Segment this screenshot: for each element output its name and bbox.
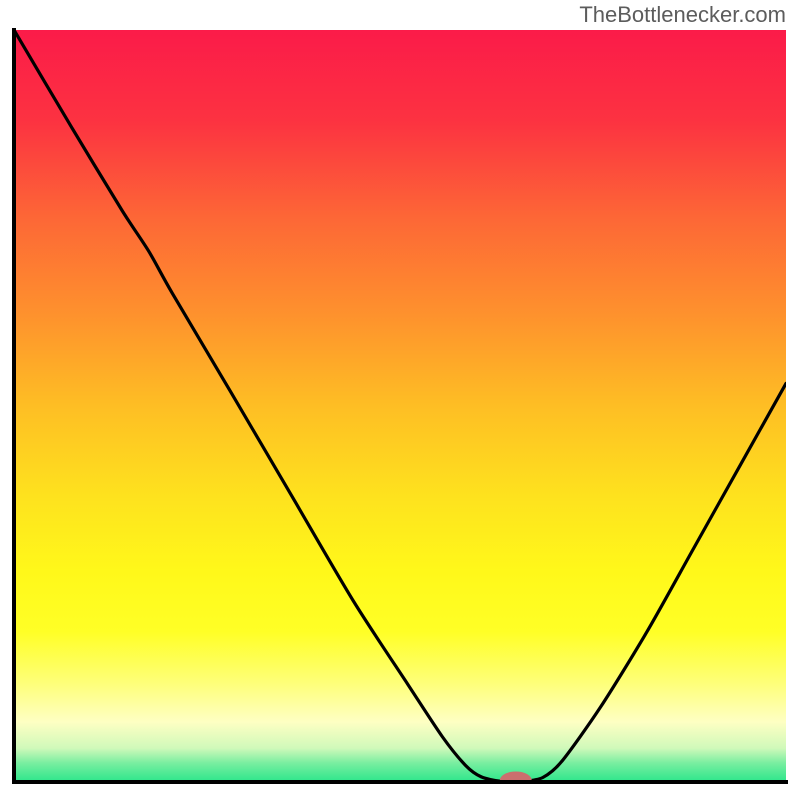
- chart-container: TheBottlenecker.com: [0, 0, 800, 800]
- plot-background-gradient: [14, 30, 786, 782]
- watermark-text: TheBottlenecker.com: [579, 2, 786, 28]
- bottleneck-curve-chart: [0, 0, 800, 800]
